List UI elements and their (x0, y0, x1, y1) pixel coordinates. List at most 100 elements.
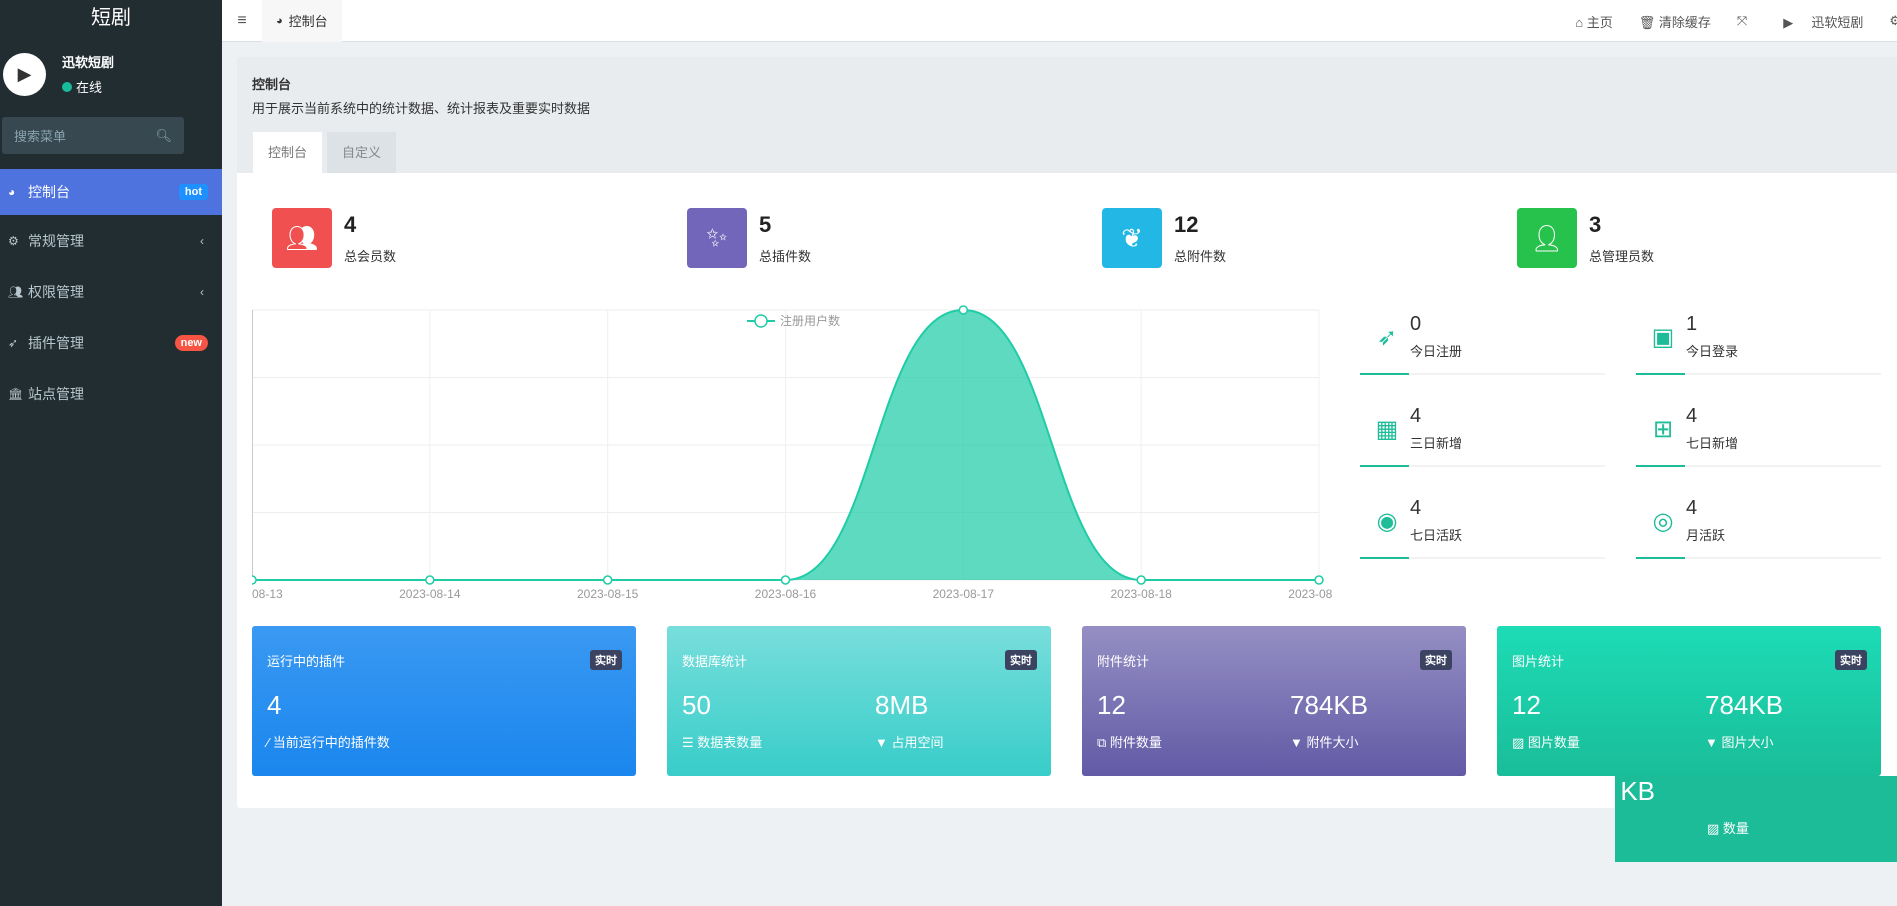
data-point (958, 305, 969, 315)
side-stat-value: 4 (1410, 497, 1422, 519)
tab-dashboard[interactable]: ◕ 控制台 (262, 0, 342, 42)
card-label: ▨ 图片数量 (1512, 735, 1580, 750)
x-tick-label: 2023-08-13 (252, 587, 283, 601)
progress-bar (1636, 465, 1881, 467)
fullscreen-icon[interactable]: ⤧ (1736, 13, 1748, 28)
data-point (252, 575, 257, 585)
legend-label: 注册用户数 (780, 313, 840, 328)
stat-value: 12 (1174, 211, 1199, 237)
user-menu[interactable]: ▶ 迅软短剧 (1783, 14, 1864, 30)
user-panel: ▶ 迅软短剧 在线 (3, 52, 114, 96)
chevron-left-icon: ‹ (200, 284, 204, 299)
progress-bar (1636, 373, 1881, 375)
image-icon: ▨ (1707, 821, 1723, 836)
menu-label: 控制台 (28, 184, 70, 200)
sidebar: 短剧 ▶ 迅软短剧 在线 搜索菜单 🔍︎ ◕ 控制台 hot ⚙ 常规管理 ‹ 👥︎ 权限管… (0, 0, 222, 906)
progress-bar (1360, 557, 1605, 559)
stat-value: 4 (344, 211, 357, 237)
rocket-icon: ➶ (8, 335, 19, 350)
user-circle-icon: ◉ (1376, 508, 1398, 535)
user-name: 迅软短剧 (62, 55, 115, 70)
card-running-plugins: 运行中的插件 实时 4 ⁄ 当前运行中的插件数 (252, 626, 636, 776)
data-point (425, 575, 435, 585)
card-value: 784KB (1290, 690, 1369, 720)
series-line (252, 308, 1319, 581)
realtime-badge: 实时 (1835, 650, 1867, 670)
sidebar-item-plugins[interactable]: ➶ 插件管理 new (0, 317, 222, 368)
card-label: ▼ 图片大小 (1705, 735, 1774, 750)
stat-label: 总插件数 (759, 248, 812, 264)
menu-toggle-icon[interactable]: ≡ (237, 11, 247, 29)
magic-wand-icon: ⁄ (267, 735, 273, 750)
side-stat-label: 今日注册 (1410, 344, 1463, 359)
data-point (780, 575, 791, 585)
data-point (602, 575, 613, 585)
dashboard-icon: ◕ (8, 185, 16, 199)
card-label: ▼ 占用空间 (875, 735, 944, 750)
sidebar-menu: ◕ 控制台 hot ⚙ 常规管理 ‹ 👥︎ 权限管理 ‹ ➶ 插件管理 new 🏛︎ 站点管理 (0, 169, 222, 419)
image-icon: ▨ (1512, 735, 1528, 750)
user-circle-o-icon: ◎ (1652, 508, 1674, 535)
sidebar-item-site[interactable]: 🏛︎ 站点管理 (0, 368, 222, 419)
artifact-value: KB (1620, 776, 1655, 806)
side-stat-label: 七日活跃 (1410, 528, 1463, 543)
card-value: 8MB (875, 690, 929, 720)
stat-value: 5 (759, 211, 772, 237)
data-point (1136, 575, 1146, 585)
x-tick-label: 2023-08-17 (933, 587, 995, 601)
artifact-label: ▨ 数量 (1707, 821, 1749, 836)
realtime-badge: 实时 (590, 650, 622, 670)
x-tick-label: 2023-08-16 (755, 587, 817, 601)
tab-dashboard-content[interactable]: 控制台 (253, 132, 323, 173)
search-icon[interactable]: 🔍︎ (155, 127, 172, 143)
users-icon: 👥︎ (272, 208, 332, 268)
hot-badge: hot (178, 184, 208, 200)
data-point (1314, 575, 1324, 585)
filter-icon: ▼ (1290, 735, 1307, 750)
menu-search-input[interactable]: 搜索菜单 🔍︎ (2, 117, 184, 154)
menu-label: 站点管理 (28, 385, 84, 402)
page-description: 用于展示当前系统中的统计数据、统计报表及重要实时数据 (252, 101, 591, 116)
side-stat-value: 1 (1686, 313, 1698, 335)
home-link[interactable]: ⌂ 主页 (1575, 14, 1613, 30)
online-dot-icon (62, 81, 72, 92)
sidebar-item-dashboard[interactable]: ◕ 控制台 hot (0, 169, 222, 215)
side-stat-value: 0 (1410, 313, 1422, 335)
card-label: ⧉ 附件数量 (1097, 735, 1162, 750)
side-stat-label: 三日新增 (1410, 436, 1463, 451)
app-logo[interactable]: 短剧 (91, 7, 131, 29)
side-stat-value: 4 (1410, 405, 1422, 427)
x-tick-label: 2023-08-19 (1288, 587, 1332, 601)
files-icon: ⧉ (1097, 735, 1110, 750)
x-tick-label: 2023-08-18 (1110, 587, 1172, 601)
card-value: 4 (267, 690, 282, 720)
cogs-icon: ⚙ (8, 233, 19, 248)
dashboard-icon: ◕ (276, 14, 283, 27)
card-database: 数据库统计 实时 50 ☰ 数据表数量 8MB ▼ 占用空间 (667, 626, 1051, 776)
menu-label: 插件管理 (28, 334, 84, 351)
stat-value: 3 (1589, 211, 1602, 237)
settings-icon[interactable]: ⚙ (1889, 13, 1897, 28)
card-images: 图片统计 实时 12 ▨ 图片数量 784KB ▼ 图片大小 (1497, 626, 1881, 776)
clear-cache-button[interactable]: 🗑︎ 清除缓存 (1638, 14, 1711, 30)
user-icon: 👤︎ (1517, 208, 1577, 268)
x-tick-label: 2023-08-15 (577, 587, 639, 601)
database-icon: ☰ (682, 735, 698, 750)
card-title: 运行中的插件 (267, 654, 346, 669)
user-status: 在线 (76, 80, 103, 95)
side-stat: ◎ 4 月活跃 (1636, 495, 1881, 587)
side-stat-value: 4 (1686, 405, 1698, 427)
avatar: ▶ (3, 52, 46, 96)
side-stat: ➶ 0 今日注册 (1360, 311, 1605, 403)
sidebar-item-general[interactable]: ⚙ 常规管理 ‹ (0, 215, 222, 266)
side-stat: ▦ 4 三日新增 (1360, 403, 1605, 495)
menu-label: 常规管理 (28, 232, 84, 249)
side-stat-label: 月活跃 (1686, 528, 1726, 543)
sidebar-item-permissions[interactable]: 👥︎ 权限管理 ‹ (0, 266, 222, 317)
leaf-icon: ❦ (1102, 208, 1162, 268)
side-stat-value: 4 (1686, 497, 1698, 519)
tab-custom[interactable]: 自定义 (327, 132, 397, 173)
progress-bar (1360, 373, 1605, 375)
progress-bar (1360, 465, 1605, 467)
id-card-icon: ▣ (1651, 324, 1675, 351)
